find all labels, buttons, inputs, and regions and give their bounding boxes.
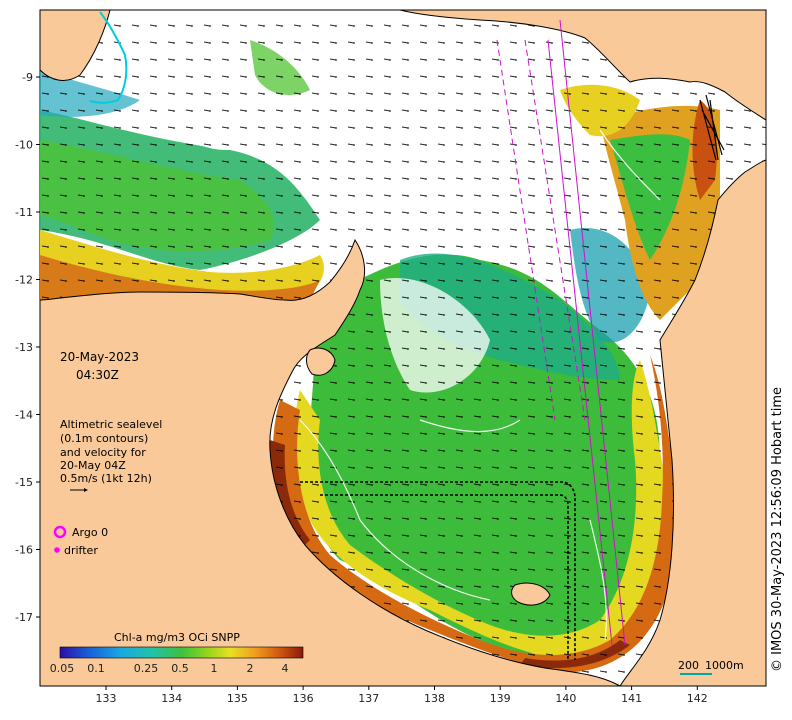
colorbar-tick-label: 1 — [211, 662, 218, 675]
argo-label: Argo 0 — [72, 526, 108, 539]
lon-tick-label: 140 — [555, 692, 576, 705]
scale-bar-label-2: 1000m — [705, 659, 744, 672]
lon-tick-label: 141 — [621, 692, 642, 705]
lat-tick-label: -14 — [15, 409, 33, 422]
lat-tick-label: -17 — [15, 611, 33, 624]
altimetry-note: Altimetric sealevel (0.1m contours) and … — [60, 418, 162, 492]
lat-tick-label: -13 — [15, 341, 33, 354]
drifter-tracks — [699, 94, 725, 161]
sealevel-contours — [299, 129, 661, 641]
colorbar: Chl-a mg/m3 OCi SNPP 0.05 0.1 0.25 0.5 1 2 4 — [50, 631, 304, 675]
lon-tick-label: 139 — [490, 692, 511, 705]
scale-arrowhead-icon — [84, 488, 88, 492]
scale-bar: 200 1000m — [678, 659, 744, 675]
credit-text: © IMOS 30-May-2023 12:56:09 Hobart time — [770, 387, 785, 672]
colorbar-title: Chl-a mg/m3 OCi SNPP — [114, 631, 240, 644]
colorbar-tick-label: 0.1 — [87, 662, 105, 675]
lon-tick-label: 138 — [424, 692, 445, 705]
colorbar-tick-label: 0.25 — [134, 662, 159, 675]
lat-tick-label: -11 — [15, 206, 33, 219]
land — [40, 10, 766, 686]
altimetry-line-1: (0.1m contours) — [60, 432, 148, 445]
lat-tick-label: -10 — [15, 139, 33, 152]
lat-tick-label: -9 — [22, 71, 33, 84]
lon-tick-label: 133 — [96, 692, 117, 705]
satellite-tracks — [496, 19, 626, 646]
scale-bar-label-1: 200 — [678, 659, 699, 672]
lon-tick-label: 137 — [358, 692, 379, 705]
date-line1: 20-May-2023 — [60, 350, 139, 364]
lon-tick-label: 135 — [227, 692, 248, 705]
altimetry-line-4: 0.5m/s (1kt 12h) — [60, 472, 152, 485]
longitude-ticks: 133 134 135 136 137 138 139 140 141 142 — [96, 686, 708, 705]
colorbar-tick-label: 2 — [247, 662, 254, 675]
lat-tick-label: -12 — [15, 274, 33, 287]
colorbar-tick-label: 0.05 — [50, 662, 75, 675]
colorbar-tick-label: 4 — [282, 662, 289, 675]
drifter-marker-icon — [54, 547, 60, 553]
altimetry-line-0: Altimetric sealevel — [60, 418, 162, 431]
altimetry-line-2: and velocity for — [60, 446, 146, 459]
lon-tick-label: 142 — [687, 692, 708, 705]
altimetry-line-3: 20-May 04Z — [60, 459, 126, 472]
colorbar-gradient — [59, 646, 304, 659]
argo-marker-icon — [53, 525, 67, 539]
lat-tick-label: -15 — [15, 476, 33, 489]
drifter-label: drifter — [64, 544, 98, 557]
lon-tick-label: 136 — [293, 692, 314, 705]
lat-tick-label: -16 — [15, 544, 33, 557]
latitude-ticks: -9 -10 -11 -12 -13 -14 -15 -16 -17 — [15, 71, 40, 624]
ship-track — [300, 481, 576, 660]
colorbar-tick-label: 0.5 — [171, 662, 189, 675]
date-line2: 04:30Z — [76, 368, 119, 382]
river-line — [89, 11, 128, 104]
lon-tick-label: 134 — [161, 692, 182, 705]
